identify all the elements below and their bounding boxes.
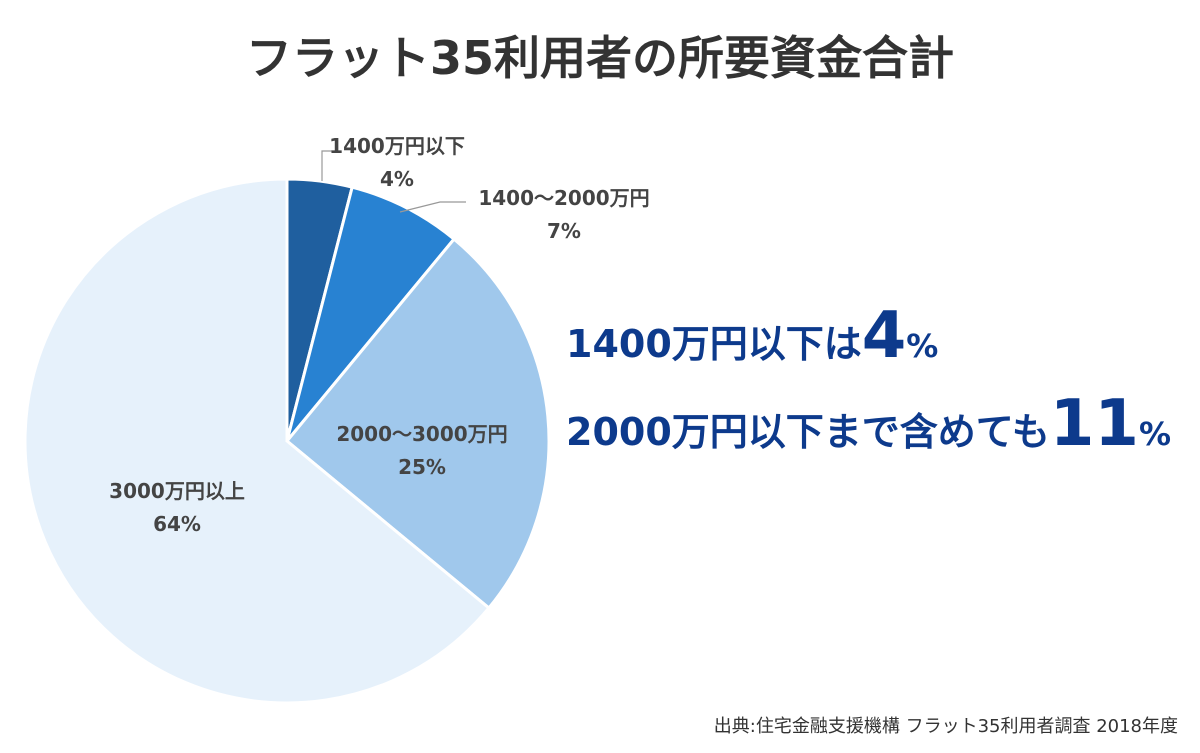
- slice-4-label: 3000万円以上: [109, 479, 245, 503]
- slice-3-percent-label: 25%: [398, 455, 446, 479]
- slice-2-percent-label: 7%: [547, 219, 581, 243]
- slice-2-leader-line: [399, 201, 466, 213]
- slice-2: [285, 185, 457, 442]
- callout-line-1-big: 4: [861, 299, 907, 373]
- callout-line-2: 2000万円以下まで含めても11%: [566, 392, 1171, 456]
- slice-4-percent-label: 64%: [153, 512, 201, 536]
- callout-line-1: 1400万円以下は4%: [566, 304, 938, 368]
- slice-1-label: 1400万円以下: [329, 134, 465, 158]
- source-note: 出典:住宅金融支援機構 フラット35利用者調査 2018年度: [713, 716, 1178, 737]
- slice-3-label: 2000〜3000万円: [336, 422, 507, 446]
- callout-line-2-text: 2000万円以下まで含めても: [566, 410, 1050, 454]
- slice-3: [284, 237, 551, 611]
- slice-1-leader-line: [321, 150, 332, 181]
- callout-line-1-text: 1400万円以下は: [566, 322, 862, 366]
- slice-1-percent-label: 4%: [380, 167, 414, 191]
- callout-line-2-big: 11: [1049, 387, 1139, 461]
- callout-line-2-pct: %: [1138, 415, 1171, 453]
- slice-4: [23, 177, 491, 705]
- callout-line-1-pct: %: [906, 327, 939, 365]
- slice-2-label: 1400〜2000万円: [478, 186, 649, 210]
- chart-title: フラット35利用者の所要資金合計: [245, 31, 954, 85]
